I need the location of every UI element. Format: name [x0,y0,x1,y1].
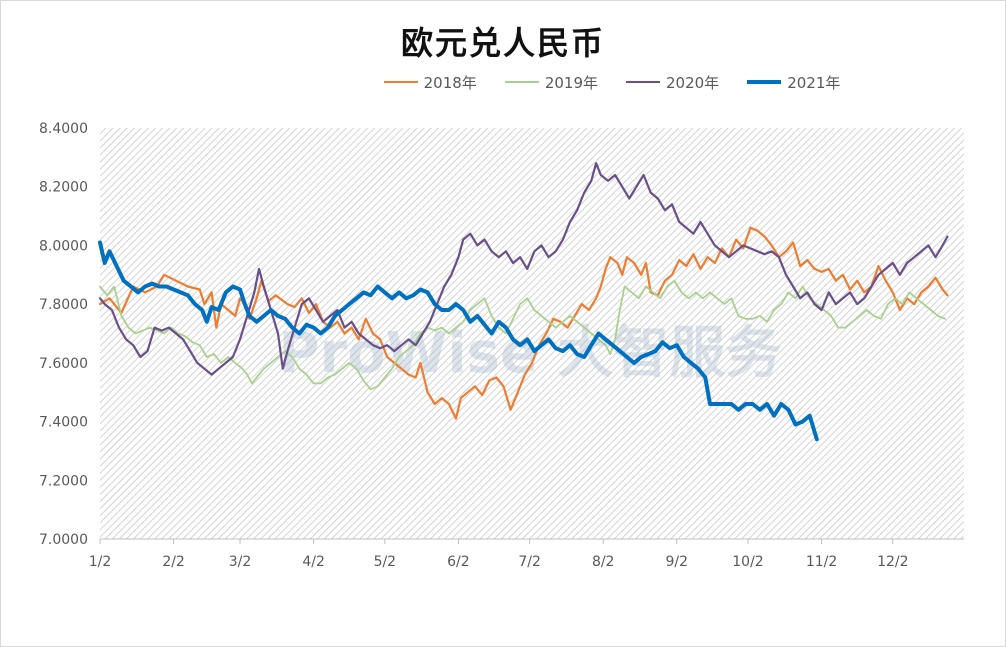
y-tick-label: 7.6000 [39,356,88,372]
x-tick-label: 10/2 [732,554,763,570]
y-tick-label: 7.4000 [39,415,88,431]
x-tick-label: 6/2 [447,554,470,570]
legend-item: 2019年 [504,70,598,94]
x-tick-label: 11/2 [806,554,837,570]
x-tick-label: 1/2 [89,554,112,570]
y-tick-label: 8.4000 [39,121,88,137]
legend-swatch [747,80,782,84]
legend-item: 2018年 [383,70,477,94]
y-tick-label: 7.2000 [39,473,88,489]
x-tick-label: 7/2 [518,554,541,570]
x-tick-label: 5/2 [374,554,397,570]
series-line-2018年 [98,226,949,420]
legend-label: 2018年 [423,73,477,92]
legend-label: 2019年 [544,73,598,92]
x-tick-label: 3/2 [229,554,252,570]
legend-item: 2020年 [626,70,719,94]
x-tick-label: 4/2 [302,554,325,570]
x-tick-label: 8/2 [592,554,615,570]
plot-area [100,128,964,539]
series-line-2019年 [99,279,946,391]
chart-title: 欧元兑人民币 [400,24,605,62]
y-tick-label: 8.2000 [39,180,88,196]
legend-label: 2021年 [787,73,841,92]
series-line-2021年 [98,240,819,442]
y-tick-label: 8.0000 [39,238,88,254]
legend-swatch [504,81,539,83]
y-tick-label: 7.8000 [39,297,88,313]
legend-swatch [626,81,660,83]
legend-item: 2021年 [747,70,840,94]
x-tick-label: 9/2 [666,554,689,570]
y-tick-label: 7.0000 [39,532,88,548]
x-tick-label: 12/2 [877,554,908,570]
series-line-2020年 [98,162,949,376]
x-tick-label: 2/2 [162,554,185,570]
legend-label: 2020年 [666,73,720,92]
legend-swatch [383,81,418,83]
legend: 2018年 2019年 2020年 2021年 [0,70,1006,94]
